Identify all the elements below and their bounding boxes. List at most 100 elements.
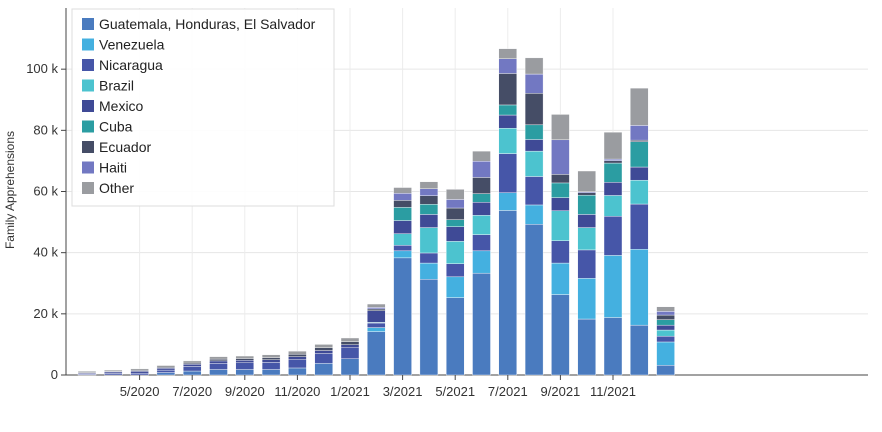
bar-segment	[472, 202, 491, 216]
bar-segment	[630, 139, 649, 142]
bar-segment	[472, 215, 491, 235]
x-tick-label: 9/2020	[225, 384, 265, 399]
bar-segment	[630, 166, 649, 181]
bar-segment	[393, 233, 412, 246]
legend-swatch	[82, 59, 94, 71]
bar-segment	[656, 324, 675, 331]
bar-segment	[419, 204, 439, 215]
x-tick-label: 11/2021	[590, 384, 636, 399]
x-tick-label: 11/2020	[274, 384, 320, 399]
bar-segment	[551, 240, 570, 264]
x-tick-label: 7/2021	[488, 384, 528, 399]
bar-segment	[603, 160, 623, 164]
bar-segment	[630, 249, 649, 326]
x-tick-label: 5/2021	[435, 384, 475, 399]
bar-segment	[656, 306, 675, 312]
y-axis-ticks: 0 20 k 40 k 60 k 80 k 100 k	[26, 61, 66, 382]
bar-segment	[182, 370, 202, 376]
legend-label: Other	[99, 180, 134, 196]
bar-segment	[314, 347, 333, 351]
bar-segment	[340, 337, 360, 342]
bar-segment	[235, 369, 255, 376]
bar-segment	[656, 319, 675, 326]
bar-segment	[472, 150, 491, 162]
bar-segment	[393, 187, 412, 194]
bar-segment	[472, 177, 491, 194]
bar-segment	[367, 310, 386, 323]
bar-segment	[393, 200, 412, 208]
bar-segment	[656, 365, 675, 376]
bar-segment	[603, 317, 623, 376]
y-tick-label: 80 k	[33, 122, 58, 137]
bar-segment	[551, 174, 570, 184]
bar-segment	[524, 204, 544, 225]
legend-label: Guatemala, Honduras, El Salvador	[99, 16, 316, 32]
bar-segment	[130, 372, 149, 376]
bar-segment	[261, 369, 281, 376]
legend-label: Cuba	[99, 119, 133, 135]
bar-segment	[577, 249, 596, 279]
bar-segment	[603, 195, 623, 217]
bar-segment	[209, 360, 228, 364]
bar-segment	[656, 335, 675, 343]
y-tick-label: 100 k	[26, 61, 58, 76]
bar-segment	[498, 48, 517, 59]
y-tick-label: 40 k	[33, 245, 58, 260]
bars	[77, 48, 675, 376]
bar-segment	[524, 224, 544, 376]
bar-segment	[603, 158, 623, 161]
y-tick-label: 60 k	[33, 184, 58, 199]
bar-segment	[182, 364, 202, 367]
bar-segment	[340, 347, 360, 359]
bar-segment	[446, 219, 465, 227]
bar-segment	[577, 170, 596, 193]
bar-segment	[340, 341, 360, 345]
bar-segment	[446, 207, 465, 220]
bar-segment	[235, 360, 255, 363]
bar-segment	[156, 372, 176, 376]
bar-segment	[314, 350, 333, 354]
bar-segment	[261, 357, 281, 360]
x-tick-label: 9/2021	[541, 384, 581, 399]
bar-segment	[630, 203, 649, 250]
x-tick-label: 3/2021	[383, 384, 423, 399]
bar-segment	[551, 182, 570, 198]
bar-segment	[156, 368, 176, 371]
bar-segment	[419, 195, 439, 205]
bar-segment	[446, 276, 465, 298]
bar-segment	[446, 199, 465, 209]
bar-segment	[577, 214, 596, 228]
bar-segment	[551, 197, 570, 211]
bar-segment	[656, 341, 675, 366]
bar-segment	[77, 371, 97, 373]
bar-segment	[630, 324, 649, 376]
bar-segment	[104, 369, 123, 372]
bar-segment	[314, 344, 333, 348]
x-tick-label: 5/2020	[120, 384, 160, 399]
bar-segment	[656, 314, 675, 320]
bar-segment	[498, 210, 517, 376]
bar-segment	[419, 214, 439, 228]
bar-segment	[288, 367, 307, 376]
bar-segment	[472, 250, 491, 274]
bar-segment	[551, 210, 570, 241]
bar-segment	[551, 114, 570, 141]
bar-segment	[524, 150, 544, 177]
bar-segment	[472, 161, 491, 178]
bar-segment	[182, 366, 202, 372]
bar-segment	[393, 245, 412, 252]
bar-segment	[524, 139, 544, 152]
legend: Guatemala, Honduras, El Salvador Venezuel…	[71, 8, 335, 207]
bar-segment	[393, 220, 412, 234]
bar-segment	[235, 355, 255, 359]
bar-segment	[419, 252, 439, 264]
bar-segment	[472, 272, 491, 376]
bar-segment	[577, 278, 596, 320]
bar-segment	[419, 262, 439, 280]
bar-segment	[261, 359, 281, 363]
bar-segment	[551, 294, 570, 376]
bar-segment	[498, 114, 517, 129]
bar-segment	[288, 359, 307, 369]
bar-segment	[288, 354, 307, 357]
